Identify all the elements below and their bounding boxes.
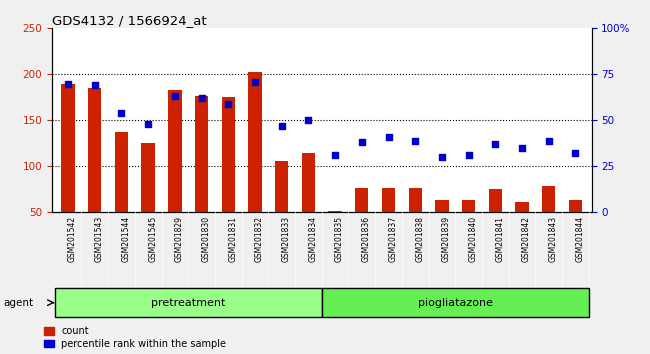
Bar [489, 189, 502, 212]
Bar [409, 188, 422, 212]
Text: GSM201841: GSM201841 [495, 216, 504, 262]
Point [250, 79, 260, 85]
Bar [322, 288, 589, 317]
Bar [462, 200, 475, 212]
Text: GSM201842: GSM201842 [522, 216, 531, 262]
Point [384, 134, 394, 140]
Bar [436, 200, 448, 212]
Point [490, 142, 501, 147]
Bar [222, 97, 235, 212]
Text: GSM201840: GSM201840 [469, 216, 478, 262]
Text: GSM201544: GSM201544 [122, 216, 131, 262]
Bar [515, 202, 528, 212]
Text: GSM201543: GSM201543 [95, 216, 104, 262]
Text: GSM201837: GSM201837 [389, 216, 398, 262]
Point [357, 139, 367, 145]
Bar [195, 96, 208, 212]
Point [276, 123, 287, 129]
Point [196, 96, 207, 101]
Text: GSM201831: GSM201831 [228, 216, 237, 262]
Text: GSM201829: GSM201829 [175, 216, 184, 262]
Text: agent: agent [3, 298, 33, 308]
Text: GSM201830: GSM201830 [202, 216, 211, 262]
Bar [115, 132, 128, 212]
Point [116, 110, 127, 116]
Bar [542, 186, 556, 212]
Text: GSM201838: GSM201838 [415, 216, 424, 262]
Point [543, 138, 554, 143]
Point [143, 121, 153, 127]
Point [463, 153, 474, 158]
Text: GSM201542: GSM201542 [68, 216, 77, 262]
Bar [55, 288, 322, 317]
Bar [302, 154, 315, 212]
Text: GSM201834: GSM201834 [308, 216, 317, 262]
Text: pretreatment: pretreatment [151, 298, 226, 308]
Text: GSM201833: GSM201833 [281, 216, 291, 262]
Bar [142, 143, 155, 212]
Bar [382, 188, 395, 212]
Bar [88, 88, 101, 212]
Point [437, 154, 447, 160]
Text: GSM201839: GSM201839 [442, 216, 451, 262]
Bar [168, 90, 181, 212]
Point [570, 151, 580, 156]
Text: GSM201832: GSM201832 [255, 216, 264, 262]
Text: GSM201843: GSM201843 [549, 216, 558, 262]
Point [410, 138, 421, 143]
Text: GSM201844: GSM201844 [575, 216, 584, 262]
Point [90, 82, 100, 88]
Bar [275, 161, 289, 212]
Point [170, 93, 180, 99]
Text: GSM201836: GSM201836 [362, 216, 370, 262]
Bar [61, 84, 75, 212]
Bar [248, 73, 262, 212]
Text: GSM201545: GSM201545 [148, 216, 157, 262]
Bar [328, 211, 342, 212]
Bar [355, 188, 369, 212]
Point [63, 81, 73, 86]
Text: GSM201835: GSM201835 [335, 216, 344, 262]
Point [330, 153, 341, 158]
Text: piogliatazone: piogliatazone [418, 298, 493, 308]
Point [517, 145, 527, 151]
Legend: count, percentile rank within the sample: count, percentile rank within the sample [44, 326, 226, 349]
Bar [569, 200, 582, 212]
Text: GDS4132 / 1566924_at: GDS4132 / 1566924_at [52, 14, 207, 27]
Point [223, 101, 233, 107]
Point [303, 118, 313, 123]
